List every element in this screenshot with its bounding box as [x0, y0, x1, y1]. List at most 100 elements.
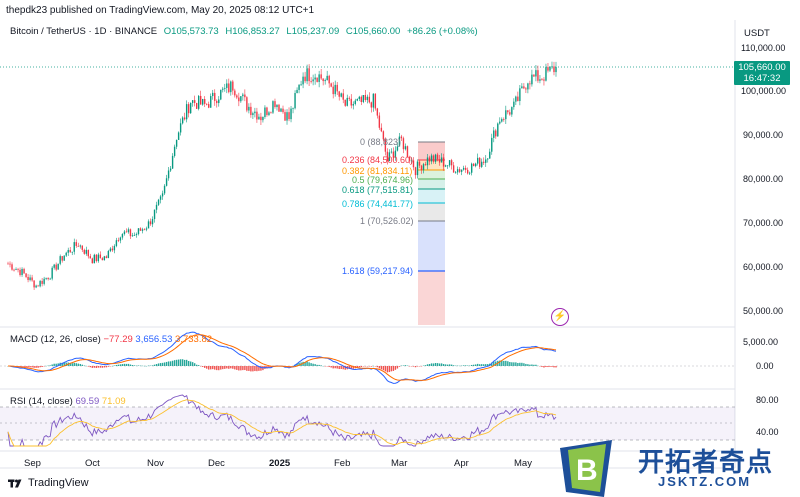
candle-body — [197, 95, 200, 109]
candle-body — [392, 151, 395, 158]
candle-body — [250, 106, 252, 115]
candlestick-series — [7, 61, 557, 291]
macd-legend: MACD (12, 26, close) −77.29 3,656.53 3,7… — [10, 334, 212, 345]
macd-hist-bar — [501, 360, 503, 366]
candle-body — [350, 98, 352, 106]
macd-hist-bar — [252, 366, 254, 372]
macd-hist-bar — [440, 363, 443, 366]
candle-body — [430, 155, 433, 162]
candle-body — [276, 104, 278, 108]
macd-hist-bar — [169, 361, 172, 366]
candle-body — [63, 255, 65, 261]
macd-hist-bar — [131, 364, 134, 366]
candle-body — [547, 67, 549, 71]
candle-body — [117, 240, 120, 242]
macd-hist-bar — [298, 362, 300, 366]
macd-hist-bar — [75, 363, 77, 366]
macd-hist-bar — [151, 365, 154, 366]
candle-body — [360, 96, 362, 103]
candle-body — [25, 273, 27, 277]
macd-hist-bar — [25, 366, 27, 368]
macd-hist-bar — [49, 365, 51, 366]
macd-hist-bar — [87, 366, 89, 367]
macd-pane — [0, 331, 735, 384]
candle-body — [519, 88, 521, 102]
candle-body — [529, 83, 531, 85]
macd-hist-bar — [185, 359, 188, 366]
candle-body — [352, 103, 354, 106]
macd-hist-bar — [224, 366, 226, 369]
macd-hist-bar — [438, 363, 441, 366]
candle-body — [338, 91, 340, 97]
candle-body — [302, 76, 304, 85]
candle-body — [470, 163, 473, 173]
macd-hist-bar — [208, 366, 210, 370]
rsi-tick: 40.00 — [756, 427, 779, 437]
macd-hist-bar — [55, 363, 57, 366]
macd-hist-bar — [296, 363, 298, 366]
macd-hist-bar — [543, 366, 545, 368]
candle-body — [27, 276, 29, 280]
macd-hist-bar — [352, 366, 354, 369]
macd-hist-bar — [382, 366, 385, 371]
candle-body — [179, 123, 182, 133]
candle-body — [523, 86, 525, 89]
candle-body — [195, 102, 198, 109]
candle-body — [21, 268, 23, 275]
tradingview-footer[interactable]: TradingView — [8, 477, 89, 489]
macd-hist-bar — [107, 366, 110, 367]
macd-title[interactable]: MACD (12, 26, close) — [10, 334, 101, 345]
candle-body — [153, 209, 156, 219]
macd-signal-value: 3,733.82 — [175, 334, 213, 345]
macd-hist-bar — [21, 366, 23, 367]
macd-hist-bar — [477, 363, 479, 366]
candle-body — [551, 66, 553, 68]
candle-body — [75, 242, 77, 246]
candle-body — [460, 169, 463, 172]
symbol-title[interactable]: Bitcoin / TetherUS · 1D · BINANCE — [10, 26, 158, 37]
macd-hist-bar — [197, 365, 200, 366]
macd-hist-bar — [63, 362, 65, 366]
macd-hist-bar — [304, 362, 306, 366]
lightning-icon[interactable]: ⚡ — [551, 308, 569, 326]
macd-hist-bar — [137, 365, 140, 366]
candle-body — [326, 75, 328, 81]
candle-body — [525, 88, 527, 90]
candle-body — [157, 199, 160, 205]
candle-body — [296, 89, 298, 94]
candle-body — [107, 251, 110, 258]
candle-body — [230, 81, 232, 93]
currency-label[interactable]: USDT — [744, 28, 770, 39]
candle-body — [424, 164, 427, 166]
macd-hist-bar — [553, 366, 555, 368]
candle-body — [187, 104, 190, 114]
candle-body — [29, 277, 31, 280]
fib-label-0: 0 (88,823) — [360, 137, 402, 147]
candle-body — [278, 104, 280, 112]
macd-hist-bar — [485, 364, 487, 366]
macd-hist-bar — [77, 363, 79, 366]
macd-hist-bar — [517, 362, 519, 366]
candle-body — [149, 221, 152, 225]
candle-body — [448, 160, 451, 166]
candle-body — [45, 277, 47, 279]
candle-body — [374, 93, 377, 109]
candle-body — [19, 269, 21, 275]
candle-body — [91, 258, 94, 264]
macd-hist-bar — [123, 363, 126, 366]
macd-hist-bar — [448, 364, 451, 366]
candle-body — [330, 83, 332, 87]
candle-body — [422, 164, 425, 171]
macd-hist-value: −77.29 — [103, 334, 133, 345]
macd-hist-bar — [129, 364, 132, 366]
macd-hist-bar — [398, 366, 401, 367]
candle-body — [121, 234, 124, 238]
macd-hist-bar — [394, 366, 397, 370]
macd-hist-bar — [426, 364, 429, 366]
candle-body — [342, 93, 344, 100]
rsi-title[interactable]: RSI (14, close) — [10, 396, 73, 407]
candle-body — [159, 196, 162, 200]
macd-hist-bar — [493, 361, 495, 366]
candle-body — [555, 67, 557, 73]
